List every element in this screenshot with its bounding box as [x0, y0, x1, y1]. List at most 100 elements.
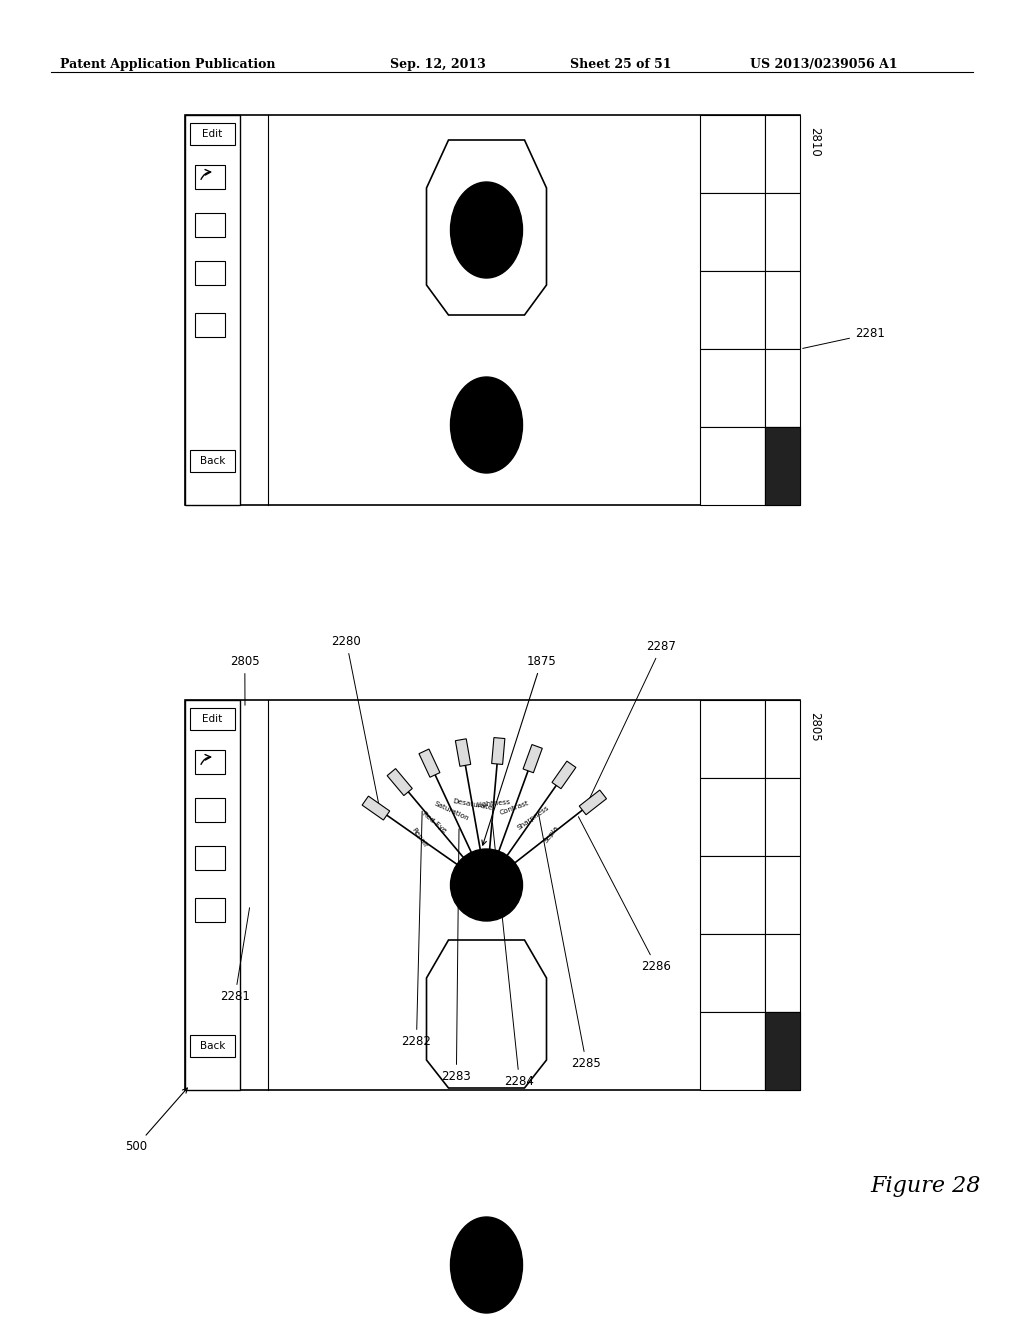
- Ellipse shape: [451, 849, 522, 921]
- Text: Edit: Edit: [203, 714, 222, 723]
- Bar: [211, 909, 217, 913]
- Bar: [195, 313, 225, 337]
- Bar: [456, 739, 471, 767]
- Bar: [765, 115, 800, 193]
- Bar: [197, 915, 203, 919]
- Polygon shape: [193, 1051, 203, 1074]
- Text: Red Eye: Red Eye: [421, 810, 446, 834]
- Text: Desaturate: Desaturate: [452, 797, 493, 810]
- Bar: [190, 708, 234, 730]
- Bar: [765, 1012, 800, 1090]
- Bar: [197, 900, 203, 904]
- Text: Lightness: Lightness: [476, 799, 511, 808]
- Bar: [195, 213, 225, 238]
- Polygon shape: [197, 263, 222, 282]
- Bar: [700, 115, 765, 193]
- Text: Patent Application Publication: Patent Application Publication: [60, 58, 275, 71]
- Bar: [190, 123, 234, 145]
- Bar: [204, 906, 210, 909]
- Bar: [195, 165, 225, 189]
- Bar: [195, 799, 225, 822]
- Bar: [211, 330, 217, 334]
- Text: 2282: 2282: [401, 812, 431, 1048]
- Bar: [700, 348, 765, 426]
- Text: Back: Back: [200, 1041, 225, 1051]
- Bar: [211, 315, 217, 319]
- Bar: [185, 700, 800, 1090]
- Bar: [765, 193, 800, 271]
- Text: 500: 500: [125, 1088, 187, 1152]
- Text: Repair: Repair: [411, 826, 428, 849]
- Text: 2805: 2805: [230, 655, 260, 705]
- Bar: [211, 906, 217, 909]
- Bar: [211, 325, 217, 329]
- Bar: [195, 750, 225, 774]
- Bar: [185, 115, 800, 506]
- Bar: [204, 915, 210, 919]
- Polygon shape: [197, 847, 222, 869]
- Polygon shape: [193, 466, 203, 490]
- Bar: [211, 900, 217, 904]
- Text: Sharpness: Sharpness: [516, 805, 551, 832]
- Bar: [195, 261, 225, 285]
- Bar: [197, 325, 203, 329]
- Polygon shape: [197, 847, 222, 869]
- Bar: [387, 768, 413, 796]
- Bar: [580, 791, 606, 814]
- Bar: [765, 1012, 800, 1090]
- Polygon shape: [427, 940, 547, 1088]
- Bar: [765, 700, 800, 777]
- Text: 2805: 2805: [808, 711, 821, 742]
- Bar: [204, 315, 210, 319]
- Bar: [185, 700, 240, 1090]
- Ellipse shape: [451, 182, 522, 279]
- Bar: [765, 935, 800, 1012]
- Text: 2280: 2280: [332, 635, 380, 808]
- Bar: [204, 909, 210, 913]
- Bar: [765, 777, 800, 855]
- Bar: [492, 738, 505, 764]
- Text: 2287: 2287: [586, 640, 677, 805]
- Bar: [204, 900, 210, 904]
- Text: 2283: 2283: [441, 829, 471, 1082]
- Ellipse shape: [451, 1217, 522, 1313]
- Text: Figure 28: Figure 28: [870, 1175, 980, 1197]
- Bar: [190, 450, 234, 473]
- Bar: [765, 348, 800, 426]
- Bar: [185, 115, 240, 506]
- Bar: [197, 906, 203, 909]
- Bar: [218, 315, 224, 319]
- Bar: [211, 319, 217, 323]
- Bar: [211, 915, 217, 919]
- Bar: [700, 1012, 765, 1090]
- Text: Edit: Edit: [203, 129, 222, 139]
- Bar: [419, 748, 440, 777]
- Text: Contrast: Contrast: [499, 800, 530, 816]
- Bar: [218, 319, 224, 323]
- Bar: [362, 796, 390, 820]
- Text: 2810: 2810: [808, 127, 821, 157]
- Bar: [218, 909, 224, 913]
- Bar: [700, 426, 765, 506]
- Polygon shape: [195, 473, 227, 484]
- Polygon shape: [195, 1057, 227, 1069]
- Bar: [700, 700, 765, 777]
- Polygon shape: [427, 140, 547, 315]
- Bar: [700, 777, 765, 855]
- Bar: [218, 330, 224, 334]
- Bar: [204, 319, 210, 323]
- Text: 2281: 2281: [803, 327, 885, 348]
- Bar: [204, 325, 210, 329]
- Text: 2281: 2281: [220, 908, 250, 1003]
- Bar: [700, 271, 765, 348]
- Bar: [765, 426, 800, 506]
- Bar: [204, 330, 210, 334]
- Ellipse shape: [451, 378, 522, 473]
- Bar: [197, 315, 203, 319]
- Text: Saturation: Saturation: [433, 800, 470, 821]
- Bar: [552, 762, 575, 789]
- Bar: [765, 855, 800, 935]
- Bar: [218, 325, 224, 329]
- Bar: [197, 909, 203, 913]
- Bar: [218, 915, 224, 919]
